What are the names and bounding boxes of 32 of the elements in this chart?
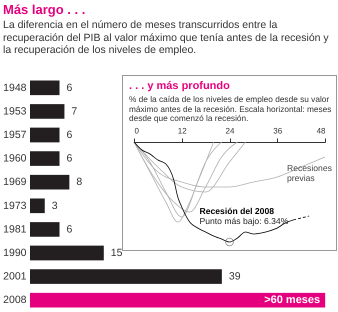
data-label: 8 (76, 176, 82, 188)
chart-subtitle: % de la caída de los niveles de empleo desde su valor máximo antes de la recesión. Escala horizontal: meses desde que comenzó la recesión. (129, 94, 332, 124)
x-tick-label: 0 (134, 126, 140, 136)
data-label: >60 meses (264, 294, 320, 306)
data-label: 3 (52, 200, 58, 212)
y-tick-label: 1990 (3, 247, 27, 259)
data-label: 39 (228, 270, 241, 283)
y-tick-label: 1953 (3, 105, 27, 118)
chart-subtitle: La diferencia en el número de meses transcurridos entre la recuperación del PIB al valor máximo que tenía antes de la recesión y la recuperación de los niveles de empleo. (3, 19, 330, 56)
y-tick-label: 1948 (3, 82, 27, 94)
series-label: Recesión del 2008 (200, 206, 274, 216)
annotation: Recesiones previas (287, 163, 333, 183)
y-tick-label: 1981 (3, 223, 27, 236)
data-label: 6 (66, 223, 73, 236)
data-label: 7 (71, 105, 78, 118)
y-tick-label: 1960 (3, 152, 27, 165)
chart-title: . . . y más profundo (129, 80, 230, 92)
x-tick-label: 36 (273, 126, 283, 136)
chart-title: Más largo . . . (3, 2, 86, 17)
y-tick-label: 1957 (3, 129, 27, 141)
x-tick-label: 24 (226, 126, 235, 136)
y-tick-label: 1969 (3, 176, 27, 188)
y-tick-label: 2001 (3, 270, 27, 283)
data-label: 15 (110, 247, 123, 259)
data-label: 6 (66, 152, 73, 165)
annotation: Punto más bajo: 6.34% (200, 216, 289, 226)
y-tick-label: 1973 (3, 200, 27, 212)
x-tick-label: 48 (316, 126, 326, 136)
data-label: 6 (66, 82, 73, 94)
y-tick-label: 2008 (3, 294, 27, 306)
x-tick-label: 12 (178, 126, 188, 136)
data-label: 6 (66, 129, 73, 141)
